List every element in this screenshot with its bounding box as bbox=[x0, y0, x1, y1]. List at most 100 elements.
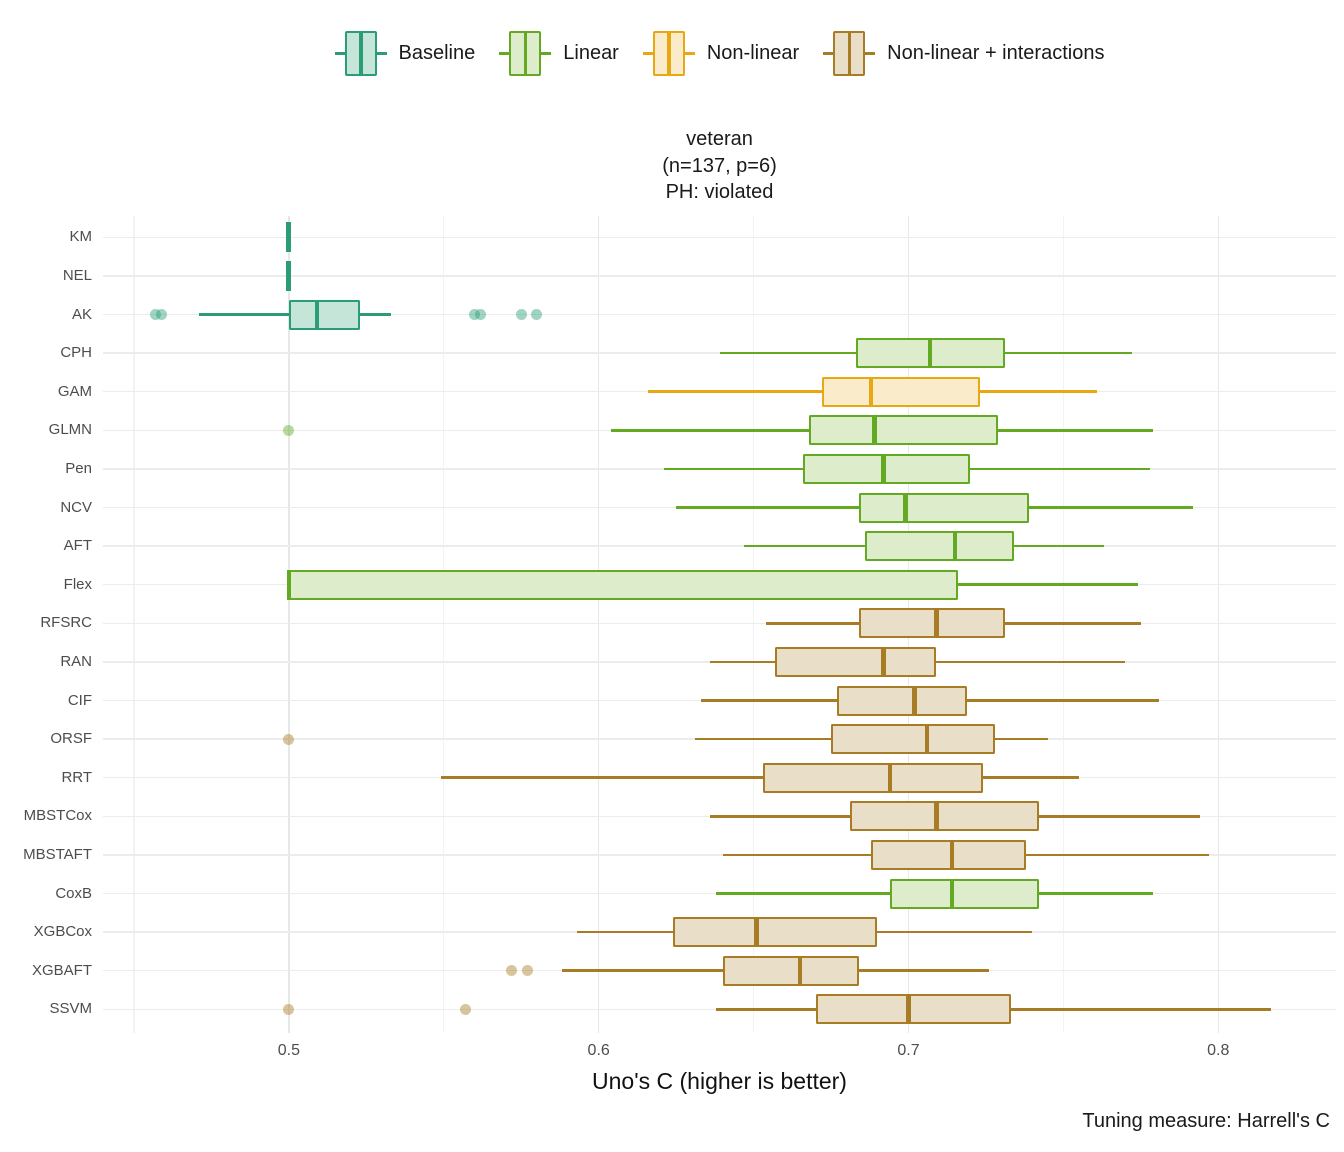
whisker-low bbox=[716, 1008, 816, 1011]
box-NCV bbox=[858, 492, 1030, 523]
title-ph-status: PH: violated bbox=[665, 181, 774, 203]
box-Flex bbox=[288, 569, 959, 600]
box-XGBAFT bbox=[722, 955, 859, 986]
gridline-vertical-minor bbox=[133, 216, 135, 1033]
x-axis-tick-label: 0.5 bbox=[277, 1042, 300, 1059]
box-MBSTCox bbox=[849, 801, 1039, 832]
outlier-dot-AK bbox=[156, 309, 168, 320]
whisker-high bbox=[360, 313, 392, 316]
x-axis-tick-label: 0.6 bbox=[587, 1042, 610, 1059]
y-axis-label-CPH: CPH bbox=[60, 344, 92, 362]
outlier-dot-SSVM bbox=[459, 1003, 471, 1015]
median-line-AK bbox=[314, 299, 319, 330]
legend-key-part bbox=[667, 32, 671, 74]
box-XGBCox bbox=[673, 917, 878, 948]
outlier-dot-AK bbox=[469, 309, 481, 320]
y-axis-label-GAM: GAM bbox=[57, 382, 92, 400]
legend-key-boxplot-icon bbox=[823, 30, 876, 76]
median-line-ORSF bbox=[924, 724, 930, 755]
y-axis-label-RRT: RRT bbox=[61, 768, 92, 786]
whisker-low bbox=[576, 930, 674, 934]
legend-item-linear: Linear bbox=[499, 30, 619, 76]
legend-item-baseline: Baseline bbox=[334, 30, 476, 76]
title-dims: (n=137, p=6) bbox=[662, 154, 777, 177]
box-CoxB bbox=[889, 878, 1039, 909]
whisker-low bbox=[700, 699, 838, 702]
whisker-high bbox=[970, 467, 1151, 471]
y-axis-label-AK: AK bbox=[71, 305, 92, 323]
whisker-low bbox=[716, 892, 890, 895]
outlier-dot-GLMN bbox=[283, 424, 295, 436]
gridline-horizontal bbox=[103, 622, 1336, 624]
legend-key-part bbox=[642, 51, 653, 55]
box-AFT bbox=[865, 531, 1014, 562]
whisker-low bbox=[199, 313, 289, 316]
caption: Tuning measure: Harrell's C bbox=[1082, 1110, 1330, 1132]
whisker-low bbox=[744, 544, 866, 548]
legend-key-boxplot-icon bbox=[499, 30, 552, 76]
legend-key-part bbox=[523, 32, 528, 74]
y-axis-label-RAN: RAN bbox=[60, 652, 92, 670]
whisker-high bbox=[1029, 506, 1194, 509]
y-axis-label-CoxB: CoxB bbox=[55, 884, 92, 902]
median-line-AFT bbox=[952, 531, 958, 562]
median-line-MBSTAFT bbox=[949, 839, 955, 870]
legend-item-nonlinear: Non-linear bbox=[642, 30, 800, 76]
whisker-low bbox=[719, 351, 856, 355]
legend-key-part bbox=[376, 51, 387, 55]
x-axis-title: Uno's C (higher is better) bbox=[592, 1068, 847, 1094]
whisker-high bbox=[1038, 892, 1154, 895]
whisker-low bbox=[765, 622, 859, 625]
whisker-high bbox=[877, 930, 1033, 934]
median-line-GLMN bbox=[872, 415, 877, 446]
whisker-high bbox=[858, 969, 990, 972]
median-line-KM bbox=[286, 222, 292, 253]
gridline-vertical-major bbox=[597, 216, 600, 1033]
median-line-CoxB bbox=[949, 878, 955, 909]
y-axis-label-XGBCox: XGBCox bbox=[33, 923, 92, 941]
y-axis-label-Pen: Pen bbox=[65, 459, 92, 477]
whisker-high bbox=[1004, 622, 1141, 625]
legend-item-interactions: Non-linear + interactions bbox=[823, 30, 1105, 76]
whisker-high bbox=[936, 660, 1126, 664]
box-AK bbox=[288, 299, 361, 330]
box-RAN bbox=[775, 646, 937, 677]
whisker-low bbox=[561, 969, 723, 972]
legend-label: Non-linear + interactions bbox=[887, 41, 1105, 64]
median-line-GAM bbox=[869, 376, 874, 407]
median-line-NCV bbox=[903, 492, 908, 523]
y-axis-label-XGBAFT: XGBAFT bbox=[31, 961, 92, 979]
legend-key-part bbox=[334, 51, 345, 55]
y-axis-label-NEL: NEL bbox=[62, 266, 92, 284]
legend-label: Baseline bbox=[398, 41, 476, 64]
box-GLMN bbox=[809, 415, 999, 446]
outlier-dot-AK bbox=[531, 309, 543, 320]
y-axis-label-Flex: Flex bbox=[63, 575, 92, 593]
legend-key-part bbox=[684, 51, 695, 55]
y-axis-label-KM: KM bbox=[69, 228, 93, 246]
median-line-RAN bbox=[881, 646, 886, 677]
gridline-vertical-major bbox=[288, 216, 290, 1033]
outlier-dot-AK bbox=[150, 309, 162, 320]
median-line-Flex bbox=[286, 569, 292, 600]
whisker-high bbox=[1026, 853, 1209, 857]
legend-key-boxplot-icon bbox=[334, 30, 387, 76]
median-line-RFSRC bbox=[934, 608, 939, 639]
median-line-XGBCox bbox=[754, 917, 759, 948]
gridline-horizontal bbox=[103, 236, 1336, 238]
legend-label: Non-linear bbox=[706, 41, 800, 64]
outlier-dot-XGBAFT bbox=[521, 965, 533, 977]
whisker-low bbox=[710, 815, 850, 818]
legend-key-part bbox=[847, 32, 852, 74]
whisker-high bbox=[1013, 544, 1104, 548]
whisker-low bbox=[611, 429, 810, 432]
whisker-low bbox=[676, 506, 859, 509]
legend-key-part bbox=[823, 51, 834, 55]
box-SSVM bbox=[815, 994, 1011, 1025]
median-line-Pen bbox=[881, 453, 886, 484]
gridline-horizontal bbox=[103, 313, 1336, 316]
legend-label: Linear bbox=[563, 41, 619, 64]
box-GAM bbox=[821, 376, 980, 407]
whisker-high bbox=[1010, 1008, 1271, 1011]
